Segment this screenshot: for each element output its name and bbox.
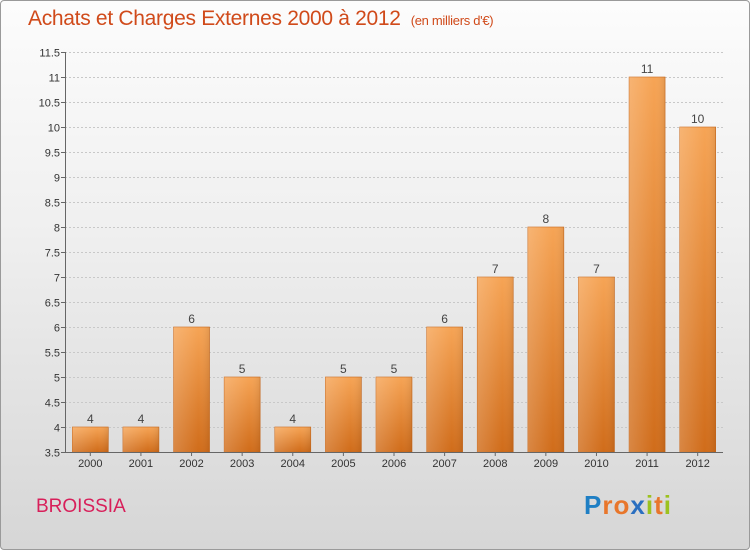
x-tick-label: 2000 [78, 458, 102, 470]
chart-title: Achats et Charges Externes 2000 à 2012 (e… [28, 7, 494, 31]
bar-value-label: 4 [289, 412, 296, 426]
bar-value-label: 8 [543, 212, 550, 226]
bar-sheen [274, 427, 311, 452]
logo-letter: i [663, 490, 672, 520]
bar-sheen [578, 277, 615, 452]
x-tick-label: 2009 [534, 458, 558, 470]
bar-value-label: 4 [87, 412, 94, 426]
y-tick-label: 6.5 [45, 298, 60, 310]
y-tick-label: 8 [54, 223, 60, 235]
x-tick-label: 2010 [584, 458, 608, 470]
y-tick-label: 9 [54, 173, 60, 185]
bar-sheen [72, 427, 109, 452]
bar-value-label: 10 [691, 112, 705, 126]
commune-name: BROISSIA [36, 496, 126, 517]
bar-sheen [376, 377, 412, 452]
bar-sheen [122, 427, 159, 452]
x-tick-label: 2011 [635, 458, 659, 470]
bars: 4 4 6 5 4 5 5 6 7 8 7 11 10 [72, 62, 716, 453]
y-tick-label: 4 [54, 423, 60, 435]
x-tick-label: 2007 [432, 458, 456, 470]
x-tick-label: 2012 [685, 458, 709, 470]
x-tick-label: 2004 [281, 458, 305, 470]
y-tick-label: 5.5 [45, 348, 60, 360]
x-tick-label: 2001 [129, 458, 153, 470]
bar-value-label: 6 [188, 312, 195, 326]
axes [65, 52, 723, 453]
bar-value-label: 6 [441, 312, 448, 326]
y-tick-label: 6 [54, 323, 60, 335]
y-tick-label: 3.5 [45, 448, 60, 460]
bar-sheen [629, 77, 666, 452]
y-tick-label: 10 [48, 123, 60, 135]
y-axis-ticks: 3.5 4 4.5 5 5.5 6 6.5 7 7.5 8 8.5 9 9.5 10 10.5 11 11.5 [39, 48, 65, 460]
bar-sheen [679, 127, 716, 452]
y-tick-label: 8.5 [45, 198, 60, 210]
bar-value-label: 5 [391, 362, 398, 376]
proxiti-logo: Proxiti [584, 490, 672, 521]
y-tick-label: 4.5 [45, 398, 60, 410]
bar-sheen [477, 277, 514, 452]
logo-letter: o [613, 490, 631, 520]
y-tick-label: 11.5 [39, 48, 60, 60]
bar-value-label: 5 [239, 362, 246, 376]
logo-letter: r [602, 490, 614, 520]
bar-value-label: 11 [641, 62, 654, 76]
logo-letter: x [630, 490, 646, 520]
bar-sheen [173, 327, 210, 452]
y-tick-label: 10.5 [39, 98, 60, 110]
chart-unit: (en milliers d'€) [410, 13, 494, 28]
x-tick-label: 2002 [179, 458, 203, 470]
x-tick-label: 2006 [382, 458, 406, 470]
y-tick-label: 11 [49, 73, 60, 85]
y-tick-label: 9.5 [45, 148, 60, 160]
chart-title-text: Achats et Charges Externes 2000 à 2012 [28, 7, 401, 30]
bar-sheen [426, 327, 463, 452]
y-tick-label: 7 [54, 273, 60, 285]
x-axis-ticks: 2000 2001 2002 2003 2004 2005 2006 2007 2008 2009… [78, 452, 710, 470]
bar-sheen [527, 227, 564, 452]
logo-letter: P [584, 490, 603, 520]
bar-value-label: 5 [340, 362, 347, 376]
x-tick-label: 2008 [483, 458, 507, 470]
bar-sheen [325, 377, 362, 452]
y-tick-label: 7.5 [45, 248, 60, 260]
bar-value-label: 7 [492, 262, 499, 276]
bar-value-label: 4 [138, 412, 145, 426]
x-tick-label: 2003 [230, 458, 254, 470]
bar-sheen [224, 377, 261, 452]
y-tick-label: 5 [54, 373, 60, 385]
bar-value-label: 7 [593, 262, 600, 276]
logo-letter: t [654, 490, 664, 520]
logo-letter: i [645, 490, 655, 520]
x-tick-label: 2005 [331, 458, 355, 470]
